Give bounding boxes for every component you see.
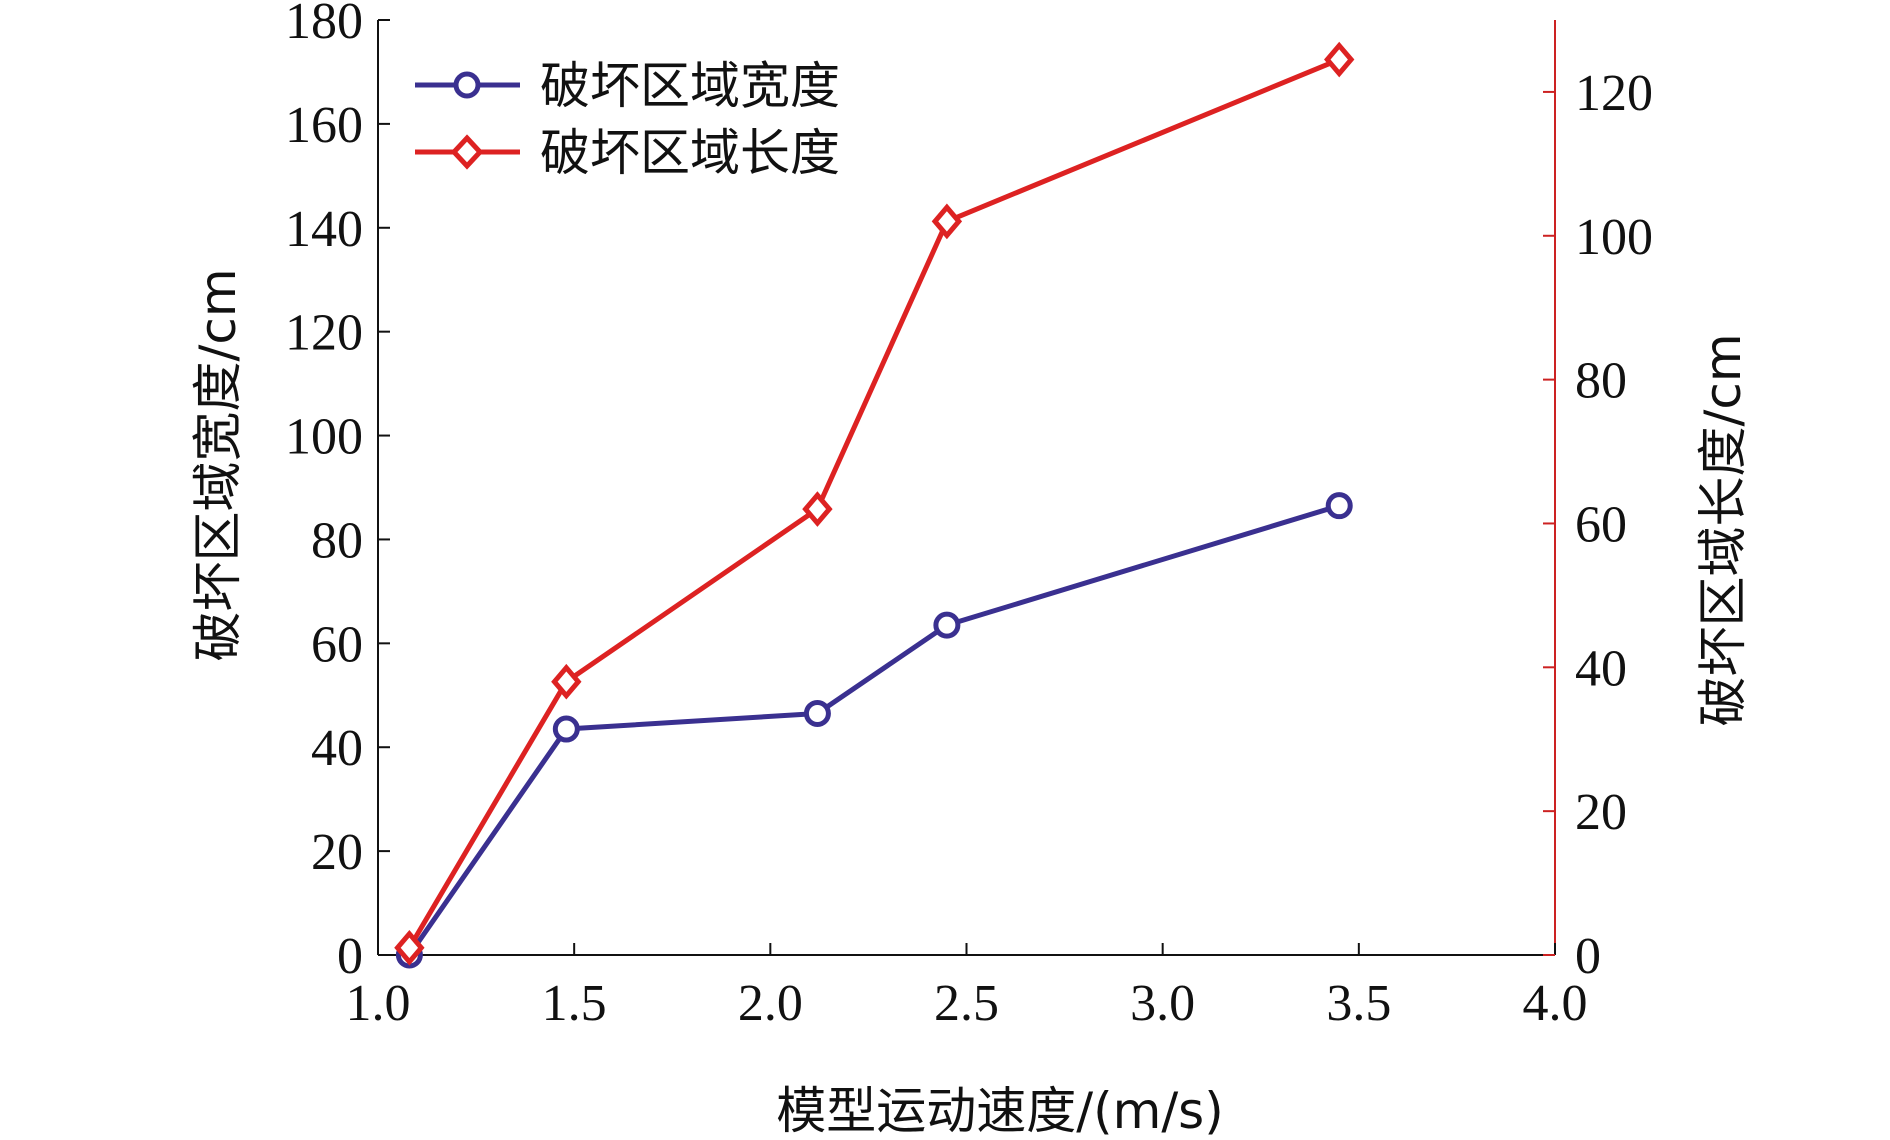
y-right-tick-label: 0	[1575, 928, 1601, 985]
legend-label-length: 破坏区域长度	[540, 124, 840, 182]
x-ticks: 1.0 1.5 2.0 2.5 3.0 3.5 4.0	[346, 943, 1588, 1032]
y-left-tick-label: 140	[285, 201, 363, 258]
legend-marker-diamond	[450, 134, 484, 170]
x-tick-label: 2.0	[738, 975, 803, 1032]
data-point	[933, 611, 961, 639]
y-left-tick-label: 120	[285, 305, 363, 362]
x-tick-label: 4.0	[1523, 975, 1588, 1032]
x-tick-label: 2.5	[934, 975, 999, 1032]
x-axis-title: 模型运动速度/(m/s)	[776, 1082, 1223, 1140]
y-left-tick-label: 20	[311, 824, 363, 881]
legend-label-width: 破坏区域宽度	[540, 57, 840, 115]
x-tick-label: 3.0	[1130, 975, 1195, 1032]
x-tick-label: 3.5	[1326, 975, 1391, 1032]
legend: 破坏区域宽度 破坏区域长度	[415, 57, 840, 182]
y-left-tick-label: 60	[311, 616, 363, 673]
data-point	[552, 715, 580, 743]
y-right-tick-label: 60	[1575, 496, 1627, 553]
y-left-tick-label: 160	[285, 97, 363, 154]
data-point	[1325, 492, 1353, 520]
y-right-tick-label: 40	[1575, 640, 1627, 697]
x-tick-label: 1.0	[346, 975, 411, 1032]
y-right-tick-label: 120	[1575, 65, 1653, 122]
x-tick-label: 1.5	[542, 975, 607, 1032]
y-right-ticks: 0 20 40 60 80 100 120	[1543, 65, 1653, 985]
series-layer	[394, 41, 1355, 969]
y-left-axis-title: 破坏区域宽度/cm	[189, 268, 247, 661]
data-point	[551, 663, 582, 700]
y-right-tick-label: 100	[1575, 209, 1653, 266]
y-left-tick-label: 0	[337, 928, 363, 985]
y-right-axis-title: 破坏区域长度/cm	[1694, 333, 1752, 726]
data-point	[802, 491, 833, 527]
data-point	[394, 929, 425, 966]
y-left-ticks: 0 20 40 60 80 100 120 140 160 180	[285, 0, 390, 985]
data-point	[803, 699, 831, 727]
y-left-tick-label: 100	[285, 409, 363, 466]
series-2	[394, 41, 1355, 966]
data-point	[931, 203, 963, 240]
data-point	[1324, 41, 1355, 78]
legend-marker-circle	[453, 71, 481, 99]
y-right-tick-label: 80	[1575, 353, 1627, 410]
y-left-tick-label: 40	[311, 720, 363, 777]
y-left-tick-label: 180	[285, 0, 363, 50]
y-right-tick-label: 20	[1575, 784, 1627, 841]
y-left-tick-label: 80	[311, 512, 363, 569]
